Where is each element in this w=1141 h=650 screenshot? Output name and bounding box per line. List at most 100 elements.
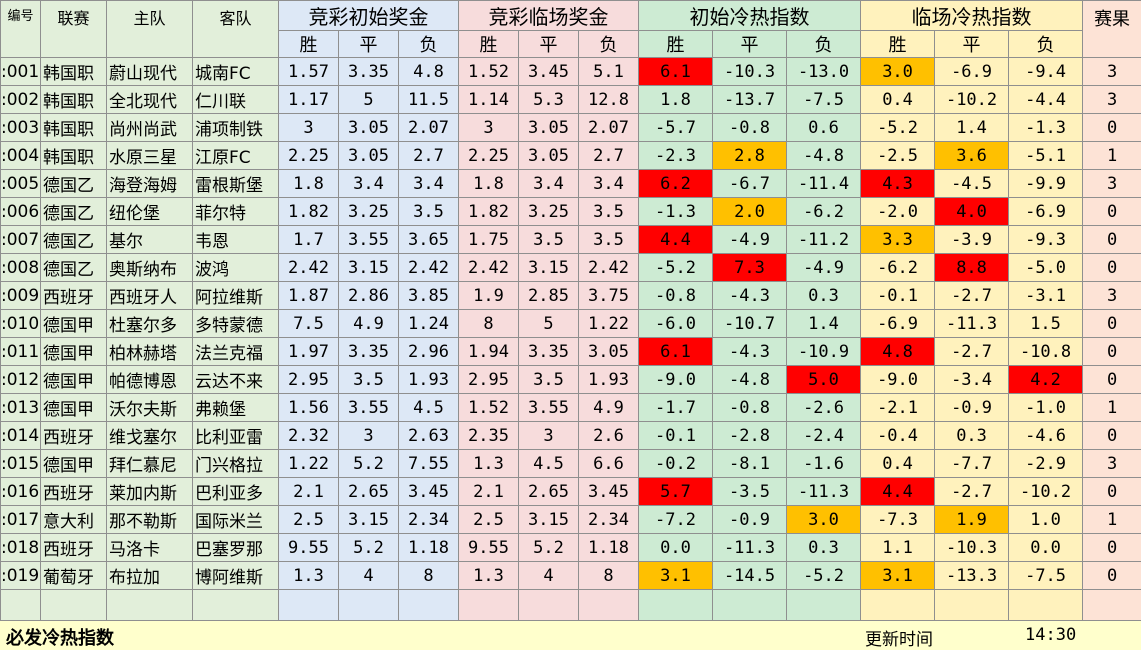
cell-odds-initial[interactable]: 2.96 [397, 337, 460, 366]
cell-index-initial[interactable]: -0.8 [712, 113, 788, 142]
cell-league[interactable]: 德国乙 [40, 169, 107, 198]
cell-id[interactable]: :013 [0, 393, 41, 422]
cell-id[interactable]: :017 [0, 505, 41, 534]
cell-league[interactable]: 德国甲 [40, 449, 107, 478]
cell-home[interactable]: 莱加内斯 [106, 477, 193, 506]
cell-index-initial[interactable]: -9.0 [638, 365, 714, 394]
cell-odds-live[interactable]: 3.35 [518, 337, 580, 366]
cell-away[interactable]: 国际米兰 [192, 505, 279, 534]
cell-index-live[interactable]: -7.5 [1008, 561, 1084, 590]
cell-odds-live[interactable]: 3.5 [518, 365, 580, 394]
cell-index-live[interactable]: -6.9 [934, 57, 1010, 86]
cell-index-live[interactable]: -5.2 [860, 113, 936, 142]
cell-index-live[interactable]: 4.0 [934, 197, 1010, 226]
cell-odds-initial[interactable]: 2.07 [397, 113, 460, 142]
cell-index-initial[interactable]: -7.2 [638, 505, 714, 534]
cell-odds-initial[interactable]: 3 [338, 421, 399, 450]
cell-odds-initial[interactable]: 1.7 [278, 225, 339, 254]
cell-index-live[interactable]: -9.3 [1008, 225, 1084, 254]
cell-index-initial[interactable]: -0.1 [638, 421, 714, 450]
cell-index-initial[interactable]: 2.0 [712, 197, 788, 226]
cell-away[interactable]: 比利亚雷 [192, 421, 279, 450]
cell-index-live[interactable]: -6.9 [860, 309, 936, 338]
cell-odds-live[interactable]: 3.05 [518, 141, 580, 170]
cell-odds-initial[interactable]: 2.42 [397, 253, 460, 282]
cell-odds-live[interactable]: 3.25 [518, 197, 580, 226]
cell-league[interactable]: 德国甲 [40, 309, 107, 338]
cell-home[interactable]: 基尔 [106, 225, 193, 254]
cell-index-live[interactable]: -3.1 [1008, 281, 1084, 310]
cell-index-live[interactable]: -2.7 [934, 477, 1010, 506]
cell-odds-live[interactable]: 1.52 [458, 57, 520, 86]
cell-odds-live[interactable]: 9.55 [458, 533, 520, 562]
cell-index-live[interactable]: 4.8 [860, 337, 936, 366]
cell-result[interactable]: 3 [1082, 85, 1141, 114]
cell-id[interactable]: :011 [0, 337, 41, 366]
cell-league[interactable]: 德国甲 [40, 365, 107, 394]
cell-result[interactable]: 1 [1082, 505, 1141, 534]
cell-odds-initial[interactable]: 2.86 [338, 281, 399, 310]
cell-odds-live[interactable]: 2.42 [458, 253, 520, 282]
cell-index-live[interactable]: -5.1 [1008, 141, 1084, 170]
cell-odds-live[interactable]: 5.3 [518, 85, 580, 114]
cell-id[interactable]: :001 [0, 57, 41, 86]
cell-index-initial[interactable]: -8.1 [712, 449, 788, 478]
cell-index-initial[interactable]: -6.2 [786, 197, 862, 226]
cell-odds-live[interactable]: 4.5 [518, 449, 580, 478]
cell-index-initial[interactable]: 3.1 [638, 561, 714, 590]
cell-odds-initial[interactable]: 7.55 [397, 449, 460, 478]
cell-odds-initial[interactable]: 4.9 [338, 309, 399, 338]
cell-odds-initial[interactable]: 1.24 [397, 309, 460, 338]
cell-odds-initial[interactable]: 3.65 [397, 225, 460, 254]
cell-index-initial[interactable]: -4.3 [712, 281, 788, 310]
cell-odds-live[interactable]: 3 [518, 421, 580, 450]
cell-away[interactable]: 博阿维斯 [192, 561, 279, 590]
cell-index-live[interactable]: -5.0 [1008, 253, 1084, 282]
cell-league[interactable]: 西班牙 [40, 533, 107, 562]
cell-odds-live[interactable]: 8 [578, 561, 640, 590]
cell-odds-initial[interactable]: 2.32 [278, 421, 339, 450]
cell-away[interactable]: 法兰克福 [192, 337, 279, 366]
cell-index-initial[interactable]: -11.3 [786, 477, 862, 506]
cell-index-live[interactable]: 1.1 [860, 533, 936, 562]
cell-result[interactable]: 0 [1082, 225, 1141, 254]
cell-result[interactable]: 0 [1082, 309, 1141, 338]
cell-index-initial[interactable]: -14.5 [712, 561, 788, 590]
cell-id[interactable]: :015 [0, 449, 41, 478]
cell-result[interactable]: 0 [1082, 197, 1141, 226]
cell-index-initial[interactable]: -5.2 [786, 561, 862, 590]
cell-odds-initial[interactable]: 3.5 [338, 365, 399, 394]
cell-league[interactable]: 德国甲 [40, 337, 107, 366]
cell-index-initial[interactable]: 2.8 [712, 141, 788, 170]
cell-odds-live[interactable]: 2.7 [578, 141, 640, 170]
cell-index-live[interactable]: -3.4 [934, 365, 1010, 394]
cell-odds-live[interactable]: 2.1 [458, 477, 520, 506]
cell-index-live[interactable]: -9.9 [1008, 169, 1084, 198]
cell-odds-live[interactable]: 2.95 [458, 365, 520, 394]
cell-away[interactable]: 仁川联 [192, 85, 279, 114]
cell-result[interactable]: 0 [1082, 533, 1141, 562]
cell-away[interactable]: 阿拉维斯 [192, 281, 279, 310]
cell-index-live[interactable]: -7.3 [860, 505, 936, 534]
cell-odds-live[interactable]: 3.45 [518, 57, 580, 86]
cell-odds-live[interactable]: 2.07 [578, 113, 640, 142]
cell-odds-initial[interactable]: 3.05 [338, 141, 399, 170]
cell-home[interactable]: 马洛卡 [106, 533, 193, 562]
cell-odds-initial[interactable]: 2.65 [338, 477, 399, 506]
cell-away[interactable]: 城南FC [192, 57, 279, 86]
cell-index-live[interactable]: -10.2 [1008, 477, 1084, 506]
cell-index-live[interactable]: 4.2 [1008, 365, 1084, 394]
cell-index-initial[interactable]: -1.7 [638, 393, 714, 422]
cell-index-live[interactable]: -11.3 [934, 309, 1010, 338]
cell-odds-live[interactable]: 6.6 [578, 449, 640, 478]
cell-home[interactable]: 柏林赫塔 [106, 337, 193, 366]
cell-index-live[interactable]: -4.6 [1008, 421, 1084, 450]
cell-league[interactable]: 德国乙 [40, 225, 107, 254]
cell-result[interactable]: 3 [1082, 169, 1141, 198]
cell-odds-live[interactable]: 1.18 [578, 533, 640, 562]
cell-home[interactable]: 全北现代 [106, 85, 193, 114]
cell-home[interactable]: 沃尔夫斯 [106, 393, 193, 422]
cell-odds-live[interactable]: 2.5 [458, 505, 520, 534]
cell-away[interactable]: 门兴格拉 [192, 449, 279, 478]
cell-index-live[interactable]: -0.4 [860, 421, 936, 450]
